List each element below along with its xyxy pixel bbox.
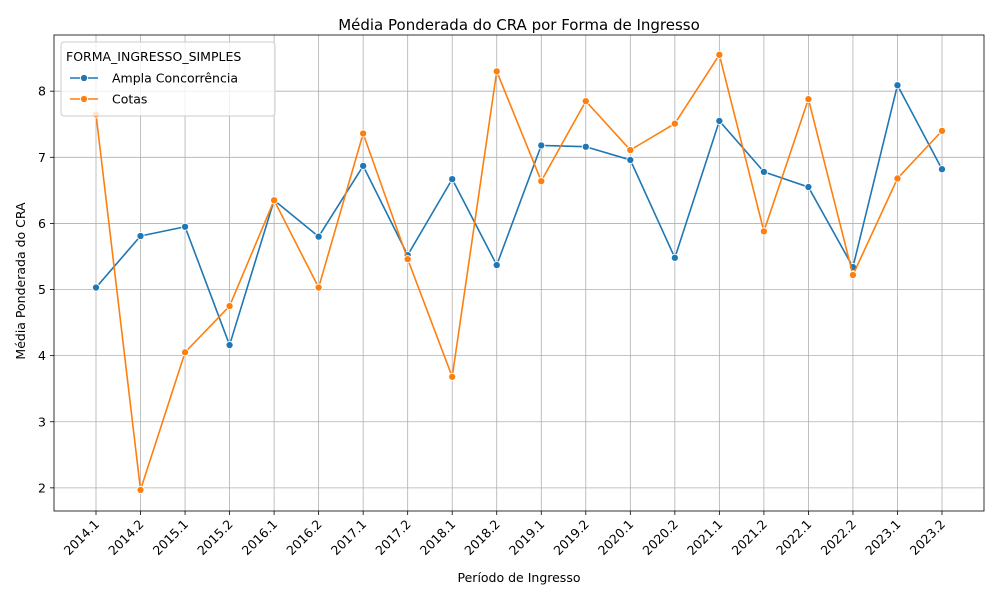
y-tick-label: 2 xyxy=(38,480,46,495)
data-point xyxy=(581,97,590,106)
x-tick-label: 2017.1 xyxy=(328,517,370,559)
x-tick-label: 2017.2 xyxy=(372,517,414,559)
series-2 xyxy=(91,50,947,494)
data-point xyxy=(359,161,368,170)
x-tick-label: 2018.2 xyxy=(461,517,503,559)
data-point xyxy=(492,261,501,270)
series-layer xyxy=(91,50,947,494)
data-point xyxy=(403,255,412,264)
x-axis-label: Período de Ingresso xyxy=(458,570,581,585)
data-point xyxy=(537,177,546,186)
data-point xyxy=(804,95,813,104)
series-line xyxy=(95,84,943,346)
x-tick-label: 2018.1 xyxy=(417,517,459,559)
data-point xyxy=(537,141,546,150)
data-point xyxy=(181,222,190,231)
data-point xyxy=(759,227,768,236)
data-point xyxy=(804,183,813,192)
data-point xyxy=(136,485,145,494)
data-point xyxy=(670,253,679,262)
data-point xyxy=(937,126,947,135)
x-tick-label: 2020.1 xyxy=(595,517,637,559)
x-tick-label: 2016.2 xyxy=(283,517,325,559)
legend-box xyxy=(60,41,276,117)
data-point xyxy=(314,232,323,241)
legend-label: Ampla Concorrência xyxy=(112,71,238,86)
y-tick-label: 6 xyxy=(38,216,46,231)
x-tick-label: 2014.2 xyxy=(105,517,147,559)
y-tick-label: 8 xyxy=(38,84,46,99)
data-point xyxy=(626,155,635,164)
x-tick-label: 2015.2 xyxy=(194,517,236,559)
x-tick-label: 2019.2 xyxy=(550,517,592,559)
y-tick-label: 5 xyxy=(38,282,46,297)
y-tick-label: 3 xyxy=(38,414,46,429)
legend-entries: Ampla Concorrência Cotas xyxy=(70,71,238,107)
data-point xyxy=(492,67,501,76)
data-point xyxy=(136,231,145,241)
series-line xyxy=(95,54,943,491)
ticks: 2014.1 2014.2 2015.1 2015.2 2016.1 2016.2 2017… xyxy=(38,84,948,558)
x-tick-label: 2021.1 xyxy=(684,517,726,559)
data-point xyxy=(225,302,234,311)
data-point xyxy=(715,116,724,125)
data-point xyxy=(314,283,323,292)
x-tick-label: 2023.2 xyxy=(907,517,949,559)
data-point xyxy=(670,119,679,128)
data-point xyxy=(181,348,190,357)
data-point xyxy=(759,167,768,176)
data-point xyxy=(448,372,457,381)
plot-frame xyxy=(53,34,985,512)
y-tick-label: 4 xyxy=(38,348,46,363)
x-tick-label: 2023.1 xyxy=(862,517,904,559)
data-point xyxy=(893,174,902,183)
x-tick-label: 2019.1 xyxy=(506,517,548,559)
data-point xyxy=(893,81,902,90)
y-tick-label: 7 xyxy=(38,150,46,165)
data-point xyxy=(715,50,724,59)
legend-title: FORMA_INGRESSO_SIMPLES xyxy=(66,49,241,64)
x-tick-label: 2016.1 xyxy=(239,517,281,559)
data-point xyxy=(937,165,947,174)
data-point xyxy=(225,341,234,350)
data-point xyxy=(270,196,279,205)
x-tick-label: 2014.1 xyxy=(61,517,103,559)
chart-title: Média Ponderada do CRA por Forma de Ingr… xyxy=(338,16,700,34)
y-axis-label: Média Ponderada do CRA xyxy=(13,202,28,360)
data-point xyxy=(91,283,101,292)
data-point xyxy=(448,175,457,184)
legend-marker xyxy=(79,94,89,104)
legend: FORMA_INGRESSO_SIMPLES Ampla Concorrênci… xyxy=(60,41,276,117)
x-tick-label: 2022.1 xyxy=(773,517,815,559)
axes xyxy=(53,34,985,512)
data-point xyxy=(848,270,857,280)
data-point xyxy=(359,129,368,138)
data-point xyxy=(581,142,590,151)
x-tick-label: 2020.2 xyxy=(639,517,681,559)
x-tick-label: 2021.2 xyxy=(728,517,770,559)
series-1 xyxy=(91,81,947,350)
x-tick-label: 2015.1 xyxy=(150,517,192,559)
x-tick-label: 2022.2 xyxy=(818,517,860,559)
legend-label: Cotas xyxy=(112,92,147,107)
legend-marker xyxy=(79,73,89,83)
data-point xyxy=(626,145,635,155)
